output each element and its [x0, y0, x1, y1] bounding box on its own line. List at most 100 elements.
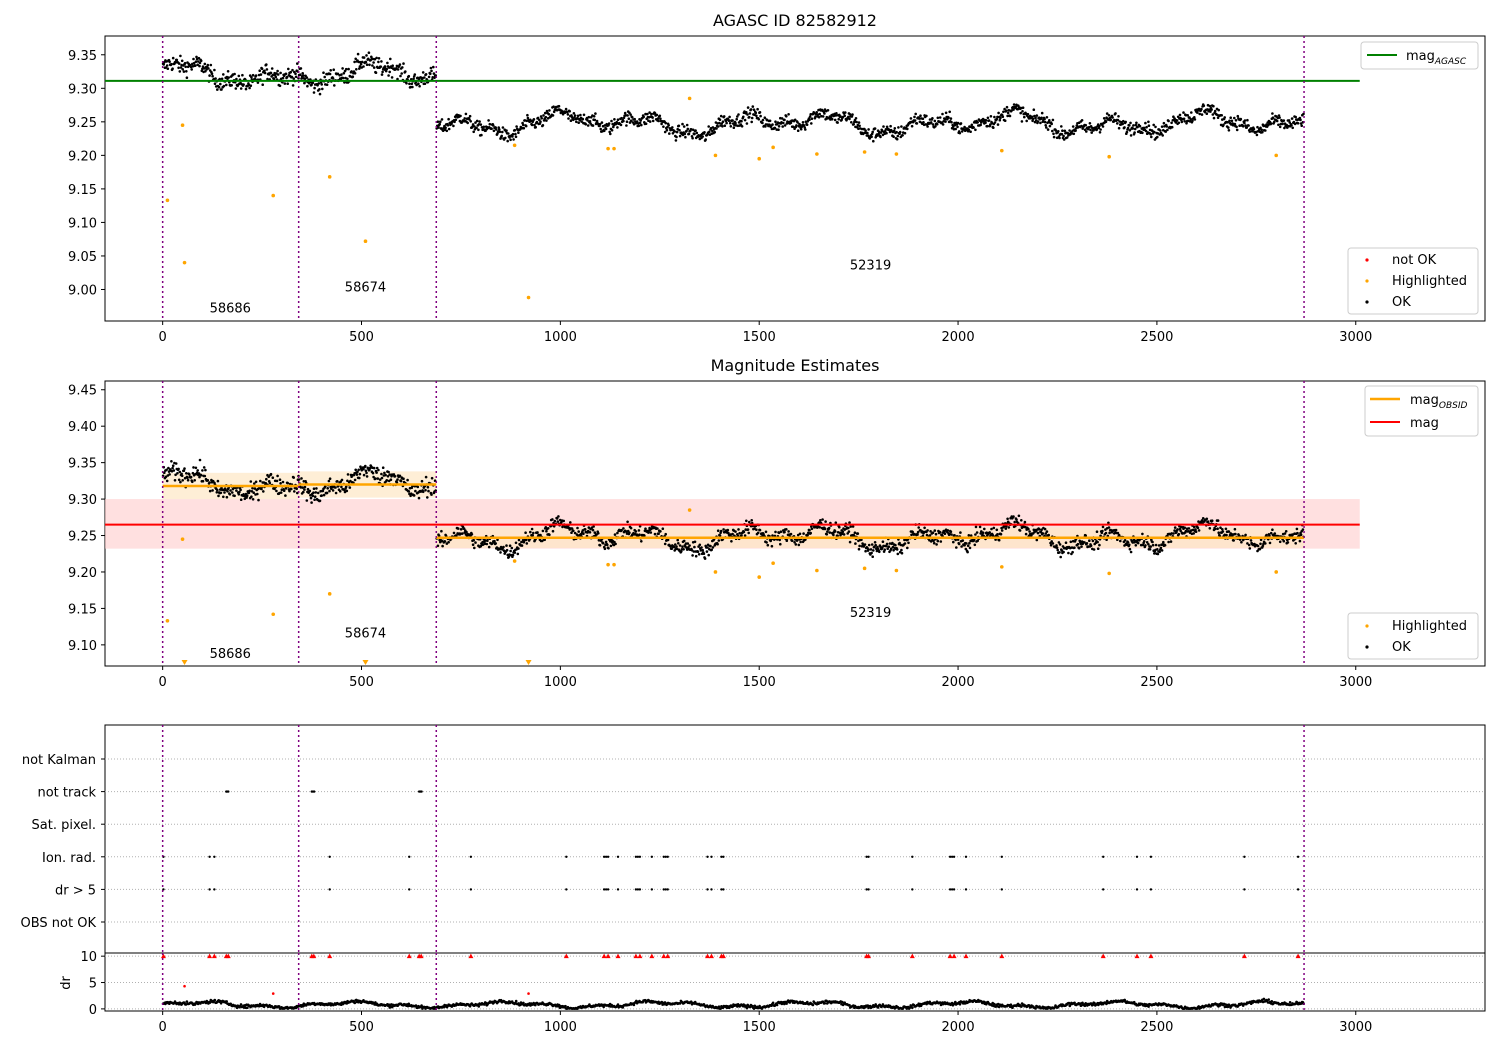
ok-point [217, 494, 220, 498]
ok-point [1198, 112, 1201, 116]
obsid-label: 58686 [210, 647, 251, 662]
ok-point [1117, 126, 1121, 130]
ok-point [402, 477, 405, 481]
ok-point [756, 107, 759, 111]
flag-point [1135, 888, 1139, 891]
ok-point [858, 544, 861, 548]
ok-point [432, 72, 436, 75]
ok-point [1176, 528, 1179, 531]
highlighted-point [180, 123, 185, 127]
ok-point [286, 481, 290, 485]
ok-point [353, 60, 356, 64]
dr-point [246, 1006, 249, 1009]
ok-point [374, 477, 377, 480]
ok-point [943, 117, 947, 121]
flag-point [964, 855, 968, 858]
ok-point [388, 473, 392, 476]
ok-point [869, 548, 873, 551]
ok-point [889, 547, 893, 550]
ok-point [926, 125, 929, 128]
ok-point [864, 549, 867, 553]
ok-point [1005, 109, 1008, 112]
ok-point [1277, 114, 1281, 117]
ok-point [376, 477, 380, 480]
ok-point [291, 68, 294, 72]
flag-category-label: not Kalman [22, 753, 96, 768]
ok-point [878, 550, 881, 554]
ok-point [1223, 116, 1226, 119]
ok-point [505, 129, 508, 132]
ok-point [913, 119, 917, 122]
ok-point [328, 477, 332, 481]
ok-point [1300, 124, 1303, 127]
ok-point [349, 479, 352, 483]
ok-point [284, 487, 288, 490]
ok-point [633, 117, 636, 121]
ok-point [1136, 125, 1139, 129]
x-tick-label: 3000 [1339, 675, 1372, 690]
ok-point [584, 123, 588, 126]
ok-point [1114, 112, 1117, 115]
ok-point [1125, 543, 1129, 546]
ok-point [302, 490, 305, 494]
ok-point [631, 116, 634, 119]
ok-point [291, 84, 295, 87]
ok-point [292, 77, 296, 80]
x-tick-label: 2000 [942, 330, 975, 345]
ok-point [941, 123, 945, 126]
highlighted-point [612, 146, 616, 151]
ok-point [987, 119, 991, 122]
ok-point [1282, 539, 1286, 543]
ok-point [646, 112, 649, 116]
ok-point [208, 74, 211, 77]
ok-point [1040, 116, 1043, 120]
flag-point [664, 855, 667, 858]
ok-point [1008, 114, 1012, 118]
ok-point [1157, 544, 1161, 547]
ok-point [1037, 528, 1041, 531]
ok-point [378, 478, 382, 481]
ok-point [1277, 123, 1280, 127]
ok-point [1091, 539, 1095, 543]
ok-point [1043, 120, 1047, 124]
ok-point [1060, 132, 1064, 136]
ok-point [1128, 129, 1132, 132]
ok-point [535, 120, 539, 124]
ok-point [306, 84, 309, 88]
flag-point [634, 888, 638, 891]
ok-point [423, 82, 427, 85]
ok-point [389, 57, 392, 61]
ok-point [303, 488, 306, 491]
ok-point [1116, 538, 1119, 541]
ok-point [320, 83, 324, 86]
ok-point [1021, 110, 1024, 113]
ok-point [438, 122, 442, 126]
ok-point [206, 479, 210, 482]
ok-point [572, 118, 575, 122]
ok-point [968, 546, 972, 550]
ok-point [1141, 131, 1144, 135]
ok-point [413, 73, 417, 76]
ok-point [343, 69, 347, 73]
ok-point [750, 116, 754, 120]
ok-point [808, 529, 811, 532]
ok-point [472, 538, 476, 542]
ok-point [1048, 124, 1052, 128]
highlighted-point [1000, 148, 1004, 153]
flag-point [616, 888, 620, 891]
ok-point [391, 64, 395, 67]
ok-point [671, 126, 674, 129]
ok-point [358, 472, 362, 476]
ok-point [1186, 114, 1189, 117]
ok-point [974, 525, 978, 529]
ok-point [761, 118, 765, 122]
ok-point [317, 82, 321, 85]
dr-point [874, 1003, 877, 1006]
highlighted-point [606, 562, 610, 567]
ok-point [1193, 116, 1196, 119]
ok-point [551, 518, 554, 521]
ok-point [487, 119, 490, 122]
ok-point [819, 519, 822, 522]
ok-point [1177, 532, 1181, 536]
ok-point [184, 65, 187, 69]
